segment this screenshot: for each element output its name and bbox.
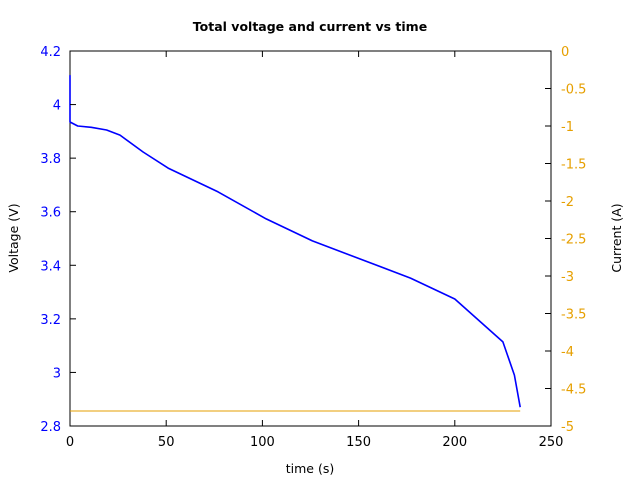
y2-tick-label: -1.5: [561, 158, 586, 173]
x-tick-label: 200: [442, 435, 467, 450]
plot-frame: [69, 50, 552, 427]
y2-tick-label: -5: [561, 420, 574, 435]
x-axis-label: time (s): [286, 461, 334, 476]
y-tick-label: 3.2: [40, 313, 61, 328]
y-tick-label: 3.8: [40, 152, 61, 167]
y-axis-left-ticks: 2.8 3 3.2 3.4 3.6 3.8 4 4.2: [40, 45, 76, 435]
y-axis-right-label: Current (A): [609, 203, 624, 272]
y2-tick-label: -1: [561, 120, 574, 135]
y-tick-label: 4: [53, 99, 61, 114]
y-tick-label: 3.4: [40, 259, 61, 274]
voltage-series-line: [69, 75, 521, 408]
y-tick-label: 4.2: [40, 45, 61, 60]
x-tick-label: 50: [158, 435, 175, 450]
y2-tick-label: -3.5: [561, 308, 586, 323]
y2-tick-label: -4: [561, 345, 574, 360]
y2-tick-label: -4.5: [561, 383, 586, 398]
series-layer: [69, 75, 521, 412]
y-tick-label: 2.8: [40, 420, 61, 435]
y2-tick-label: 0: [561, 45, 569, 60]
chart-title: Total voltage and current vs time: [193, 19, 427, 34]
y-axis-left-label: Voltage (V): [6, 203, 21, 272]
x-tick-label: 250: [539, 435, 564, 450]
y-tick-label: 3: [53, 366, 61, 381]
x-axis-ticks: 0 50 100 150 200 250: [66, 51, 564, 450]
x-tick-label: 150: [346, 435, 371, 450]
y2-tick-label: -2.5: [561, 233, 586, 248]
y2-tick-label: -0.5: [561, 83, 586, 98]
y2-tick-label: -3: [561, 270, 574, 285]
y2-tick-label: -2: [561, 195, 574, 210]
x-tick-label: 100: [250, 435, 275, 450]
plot-area: [69, 50, 552, 427]
y-axis-right-ticks: -5 -4.5 -4 -3.5 -3 -2.5 -2 -1.5 -1 -0.5 0: [545, 45, 586, 435]
x-tick-label: 0: [66, 435, 74, 450]
y-tick-label: 3.6: [40, 206, 61, 221]
